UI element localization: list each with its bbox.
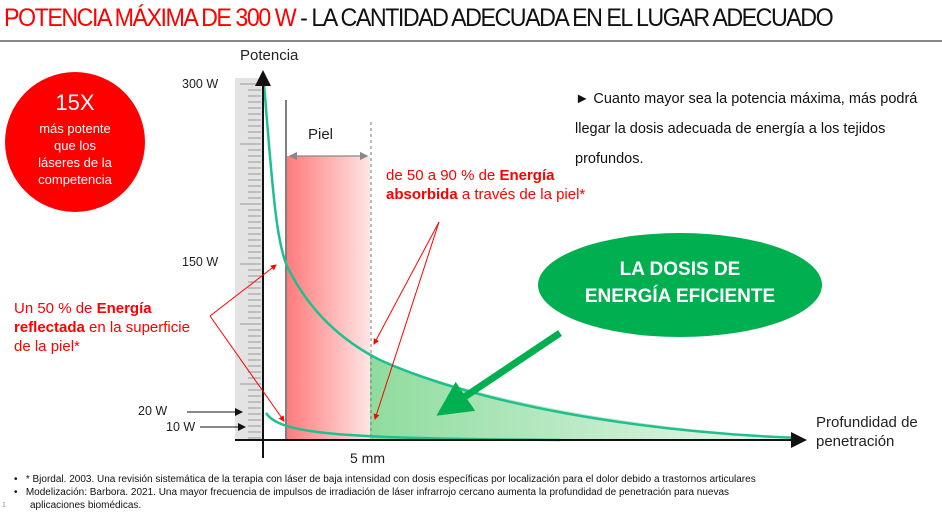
x-axis-label: Profundidad de penetración xyxy=(816,413,918,451)
badge-line: competencia xyxy=(38,172,112,187)
y-tick-10: 10 W xyxy=(166,420,196,434)
red-arrow xyxy=(209,315,285,422)
footnote: • Modelización: Barbora. 2021. Una mayor… xyxy=(14,487,730,498)
title-black: - LA CANTIDAD ADECUADA EN EL LUGAR ADECU… xyxy=(295,4,834,32)
note-text: Un 50 % de xyxy=(14,300,97,317)
note-text: en la superficie xyxy=(84,319,190,336)
note-bold: Energía xyxy=(499,167,555,184)
y-tick-300: 300 W xyxy=(182,77,219,91)
note-bold: reflectada xyxy=(14,319,85,336)
oval-line: ENERGÍA EFICIENTE xyxy=(584,286,776,307)
badge-line: láseres de la xyxy=(38,155,112,170)
note-text: a través de la piel* xyxy=(457,186,586,203)
x-axis-label-line: penetración xyxy=(816,433,895,450)
green-arrow xyxy=(436,330,562,416)
title-divider xyxy=(0,40,942,42)
note-text: de 50 a 90 % de xyxy=(386,167,500,184)
skin-region xyxy=(287,156,370,440)
footnote-text: Modelización: Barbora. 2021. Una mayor f… xyxy=(25,487,730,498)
footnote-continued: aplicaciones biomédicas. xyxy=(30,500,142,511)
y-tick-20: 20 W xyxy=(138,404,168,418)
badge-line: más potente xyxy=(39,121,111,136)
title-red: POTENCIA MÁXIMA DE 300 W xyxy=(4,4,297,32)
efficient-dose-oval xyxy=(538,233,822,337)
red-arrow xyxy=(209,264,277,317)
footnote: • * Bjordal. 2003. Una revisión sistemát… xyxy=(14,474,756,485)
red-arrow xyxy=(373,221,440,345)
x-tick-5mm: 5 mm xyxy=(350,450,385,466)
badge-line: que los xyxy=(54,138,96,153)
skin-label: Piel xyxy=(308,126,334,143)
note-text: de la piel* xyxy=(14,338,80,355)
red-arrow xyxy=(373,221,440,420)
reflected-note: Un 50 % de Energía reflectada en la supe… xyxy=(14,299,190,356)
efficient-dose-area xyxy=(370,355,770,440)
curve-300w xyxy=(262,83,801,440)
note-bold: absorbida xyxy=(386,186,458,203)
note-bold: Energía xyxy=(96,300,152,317)
slide-number: 1 xyxy=(2,502,6,509)
oval-line: LA DOSIS DE xyxy=(619,259,741,280)
y-axis-label: Potencia xyxy=(240,47,299,64)
slide-title: POTENCIA MÁXIMA DE 300 W - LA CANTIDAD A… xyxy=(4,4,834,33)
absorbed-note: de 50 a 90 % de Energía absorbida a trav… xyxy=(386,166,585,204)
badge-big: 15X xyxy=(55,90,95,115)
oval-text: LA DOSIS DE ENERGÍA EFICIENTE xyxy=(545,256,815,310)
bullet-text: ► Cuanto mayor sea la potencia máxima, m… xyxy=(575,91,918,167)
x-axis-label-line: Profundidad de xyxy=(816,414,918,431)
power-badge: 15X más potente que los láseres de la co… xyxy=(5,72,145,212)
footnote-text: * Bjordal. 2003. Una revisión sistemátic… xyxy=(25,474,756,485)
y-tick-150: 150 W xyxy=(182,255,219,269)
